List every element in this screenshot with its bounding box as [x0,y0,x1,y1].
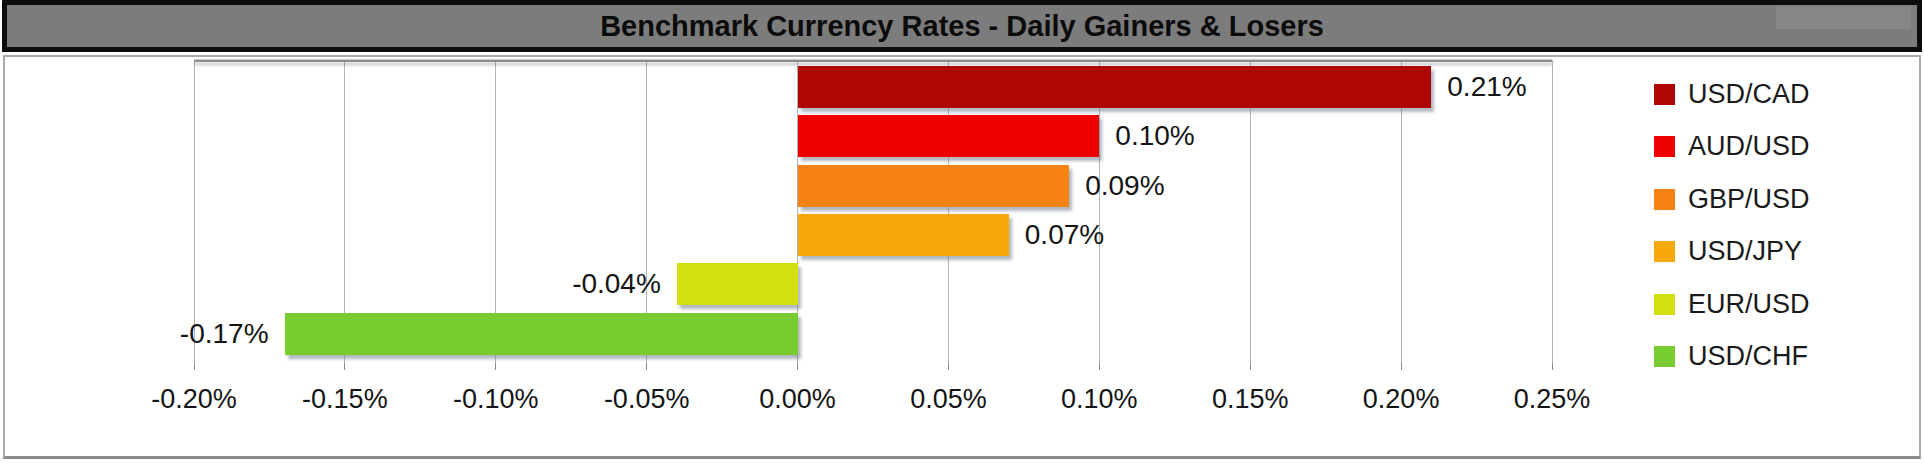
axis-tick [344,363,345,370]
bar-usd-jpy [798,214,1009,256]
legend-swatch-usd-cad [1654,84,1675,105]
axis-tick [1401,363,1402,370]
axis-tick [1099,363,1100,370]
legend-item-gbp-usd: GBP/USD [1654,185,1810,213]
chart-region: 0.21%0.10%0.09%0.07%-0.04%-0.17% -0.20%-… [3,55,1921,459]
x-tick-label: 0.20% [1321,384,1481,415]
value-label-aud-usd: 0.10% [1115,122,1194,150]
axis-tick [948,363,949,370]
x-tick-label: 0.00% [718,384,878,415]
axis-tick [646,363,647,370]
x-tick-label: 0.10% [1019,384,1179,415]
axis-tick [194,363,195,370]
legend-item-usd-jpy: USD/JPY [1654,238,1810,266]
titlebar-highlight [1776,7,1911,29]
legend-swatch-usd-jpy [1654,241,1675,262]
legend: USD/CAD AUD/USD GBP/USD USD/JPY EUR/USD USD/C… [1654,80,1810,395]
legend-swatch-usd-chf [1654,346,1675,367]
value-label-usd-jpy: 0.07% [1025,221,1104,249]
x-tick-label: -0.05% [567,384,727,415]
legend-item-usd-cad: USD/CAD [1654,80,1810,108]
legend-label: EUR/USD [1688,289,1810,320]
x-tick-label: 0.25% [1472,384,1632,415]
gridline [1552,60,1553,363]
legend-swatch-gbp-usd [1654,189,1675,210]
legend-label: USD/CAD [1688,79,1810,110]
value-label-usd-chf: -0.17% [49,320,269,348]
axis-tick [495,363,496,370]
axis-tick [1250,363,1251,370]
x-tick-label: 0.15% [1170,384,1330,415]
bar-usd-chf [285,313,798,355]
x-tick-label: -0.15% [265,384,425,415]
chart-image: Benchmark Currency Rates - Daily Gainers… [0,0,1924,466]
x-tick-label: -0.10% [416,384,576,415]
legend-label: USD/CHF [1688,341,1808,372]
plot-area: 0.21%0.10%0.09%0.07%-0.04%-0.17% [194,59,1552,362]
legend-label: GBP/USD [1688,184,1810,215]
x-axis-line [194,60,1552,62]
value-label-eur-usd: -0.04% [441,270,661,298]
value-label-gbp-usd: 0.09% [1085,172,1164,200]
axis-tick [1552,363,1553,370]
value-label-usd-cad: 0.21% [1447,73,1526,101]
axis-tick [797,363,798,370]
legend-swatch-aud-usd [1654,136,1675,157]
x-tick-label: -0.20% [114,384,274,415]
bar-aud-usd [798,115,1100,157]
legend-item-aud-usd: AUD/USD [1654,133,1810,161]
bar-eur-usd [677,263,798,305]
x-tick-label: 0.05% [868,384,1028,415]
legend-label: USD/JPY [1688,236,1802,267]
legend-item-eur-usd: EUR/USD [1654,290,1810,318]
chart-title-bar: Benchmark Currency Rates - Daily Gainers… [2,0,1922,52]
bar-gbp-usd [798,165,1070,207]
legend-swatch-eur-usd [1654,294,1675,315]
chart-title: Benchmark Currency Rates - Daily Gainers… [600,10,1324,43]
legend-item-usd-chf: USD/CHF [1654,343,1810,371]
bar-usd-cad [798,66,1432,108]
legend-label: AUD/USD [1688,131,1810,162]
